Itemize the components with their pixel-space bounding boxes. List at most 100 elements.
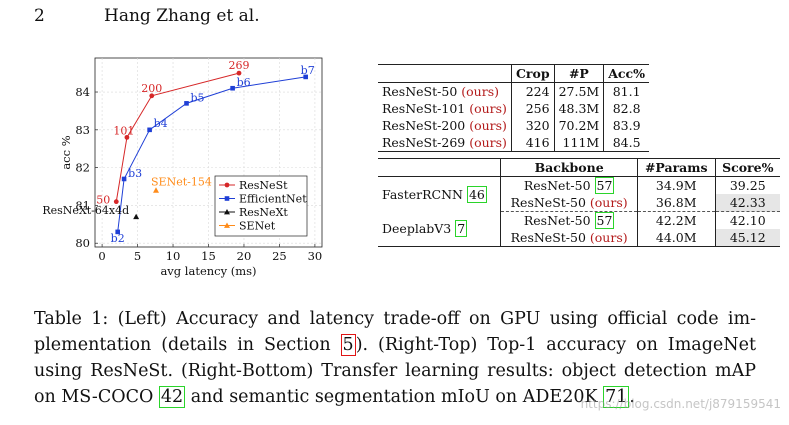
legend-label: SENet xyxy=(239,220,276,233)
data-point-resnext xyxy=(133,213,140,220)
backbone-cell: ResNeSt-50 (ours) xyxy=(500,229,638,247)
data-label: b7 xyxy=(301,64,315,77)
legend-label: ResNeSt xyxy=(239,179,288,192)
data-label: SENet-154 xyxy=(151,175,212,188)
data-point-efficientnet xyxy=(303,74,308,80)
backbone-name: ResNeSt-50 xyxy=(510,195,586,210)
page-number: 2 xyxy=(34,6,45,26)
data-label: b3 xyxy=(128,167,142,180)
data-label: b2 xyxy=(111,232,125,245)
header-cell-empty xyxy=(378,158,502,177)
citation-link[interactable]: 57 xyxy=(594,212,615,229)
ours-tag: (ours) xyxy=(589,195,628,210)
task-name: FasterRCNN xyxy=(382,186,463,202)
score-cell: 42.10 xyxy=(729,213,766,228)
params-cell: 36.8M xyxy=(637,194,716,212)
legend-label: ResNeXt xyxy=(239,206,288,219)
legend-marker xyxy=(224,182,230,188)
score-cell: 45.12 xyxy=(715,229,780,247)
data-point-resnest xyxy=(124,134,130,140)
params-cell: 34.9M xyxy=(637,176,716,194)
data-label: b5 xyxy=(191,91,205,104)
x-tick-label: 10 xyxy=(166,249,181,263)
x-tick-label: 30 xyxy=(308,249,323,263)
series-line-efficientnet xyxy=(117,76,306,232)
citation-link[interactable]: 42 xyxy=(158,386,186,408)
running-authors: Hang Zhang et al. xyxy=(104,6,260,26)
crop-cell: 224 xyxy=(511,82,555,100)
y-tick-label: 84 xyxy=(75,85,90,99)
model-name: ResNeSt-269 xyxy=(382,135,466,150)
data-label: 200 xyxy=(141,82,162,95)
citation-link[interactable]: 57 xyxy=(594,177,615,194)
x-tick-label: 25 xyxy=(272,249,287,263)
legend-marker xyxy=(224,222,230,228)
acc-cell: 83.9 xyxy=(612,118,641,133)
y-tick-label: 81 xyxy=(75,198,90,212)
table-header-row: Backbone #Params Score% xyxy=(378,158,780,177)
task-name: DeeplabV3 xyxy=(382,221,452,237)
model-name: ResNeSt-200 xyxy=(382,118,466,133)
caption-text: Table 1: (Left) Accuracy and latency tra… xyxy=(34,309,756,355)
series-line-resnest xyxy=(115,72,240,202)
params-cell: 70.2M xyxy=(554,117,605,134)
ours-tag: (ours) xyxy=(461,84,499,99)
data-label: b6 xyxy=(237,76,251,89)
table-row: DeeplabV3 7 ResNet-50 57 42.2M 42.10 xyxy=(378,211,780,247)
accuracy-latency-chart: 0 5 10 15 20 25 30 80 81 82 83 84 avg latency (ms) ac… xyxy=(42,57,323,278)
section-ref-link[interactable]: 5 xyxy=(340,334,356,356)
legend-label: EfficientNet xyxy=(239,193,307,206)
table-row: ResNeSt-50 (ours) 36.8M 42.33 xyxy=(378,194,780,212)
score-cell: 42.33 xyxy=(715,194,780,212)
citation-link[interactable]: 7 xyxy=(455,220,468,238)
params-cell: 27.5M xyxy=(554,82,605,100)
task-cell: FasterRCNN 46 xyxy=(378,176,502,212)
citation-link[interactable]: 71 xyxy=(603,386,630,408)
citation-link[interactable]: 46 xyxy=(466,185,487,203)
y-axis-label: acc % xyxy=(59,135,73,169)
model-name: ResNeSt-101 xyxy=(382,101,466,116)
caption-text: ). (Right-Top) Top-1 accuracy on ImageNe… xyxy=(34,335,756,407)
y-tick-label: 80 xyxy=(75,236,90,250)
data-point-efficientnet xyxy=(230,85,235,91)
acc-cell: 82.8 xyxy=(612,101,641,116)
header-cell-empty xyxy=(378,64,512,83)
legend-marker xyxy=(224,196,230,201)
data-point-resnest xyxy=(113,199,119,205)
legend-marker xyxy=(224,209,230,215)
params-cell: 111M xyxy=(554,134,605,152)
caption-text: . xyxy=(629,387,635,407)
model-cell: ResNeSt-200 (ours) xyxy=(378,117,512,134)
table-caption: Table 1: (Left) Accuracy and latency tra… xyxy=(34,306,756,410)
score-cell: 39.25 xyxy=(729,178,766,193)
crop-cell: 320 xyxy=(511,117,555,134)
data-point-efficientnet xyxy=(121,176,127,182)
data-point-resnest xyxy=(149,93,155,99)
acc-cell: 81.1 xyxy=(612,84,641,99)
table-row: ResNeSt-50 (ours) 224 27.5M 81.1 xyxy=(378,82,649,100)
model-cell: ResNeSt-50 (ours) xyxy=(378,82,512,100)
model-name: ResNeSt-50 xyxy=(382,84,458,99)
model-cell: ResNeSt-269 (ours) xyxy=(378,134,512,152)
table-row: ResNeSt-50 (ours) 44.0M 45.12 xyxy=(378,229,780,247)
data-label: b4 xyxy=(154,117,168,130)
backbone-name: ResNet-50 xyxy=(523,213,591,228)
acc-cell: 84.5 xyxy=(612,135,641,150)
data-point-resnest xyxy=(236,70,242,76)
data-label: ResNeXt-64x4d xyxy=(42,204,129,217)
backbone-name: ResNet-50 xyxy=(523,178,591,193)
table-row: ResNeSt-101 (ours) 256 48.3M 82.8 xyxy=(378,100,649,117)
y-tick-label: 82 xyxy=(75,161,90,175)
data-label: 101 xyxy=(113,124,134,137)
task-cell: DeeplabV3 7 xyxy=(378,211,502,247)
x-tick-label: 15 xyxy=(201,249,216,263)
ours-tag: (ours) xyxy=(469,135,507,150)
header-params: #P xyxy=(554,64,605,83)
crop-cell: 256 xyxy=(511,100,555,117)
params-cell: 48.3M xyxy=(554,100,605,117)
table-row: FasterRCNN 46 ResNet-50 57 34.9M 39.25 xyxy=(378,176,780,212)
backbone-name: ResNeSt-50 xyxy=(510,230,586,245)
header-acc: Acc% xyxy=(603,64,650,83)
x-tick-label: 20 xyxy=(237,249,252,263)
transfer-learning-table: Backbone #Params Score% FasterRCNN 46 Re… xyxy=(378,158,780,247)
